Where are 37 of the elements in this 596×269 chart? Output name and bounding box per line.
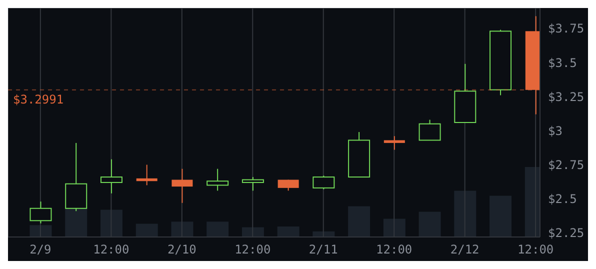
- x-tick-label: 12:00: [376, 242, 412, 257]
- y-tick-label: $3: [548, 124, 562, 138]
- candlestick: [136, 164, 158, 186]
- y-tick-label: $2.5: [548, 192, 577, 206]
- candlestick: [242, 176, 264, 192]
- bar: [490, 196, 512, 237]
- bar: [171, 222, 194, 237]
- bar: [418, 212, 441, 237]
- bar: [136, 224, 158, 237]
- y-tick-label: $3.75: [548, 22, 584, 36]
- x-tick-label: 2/10: [167, 242, 196, 257]
- candlestick: [312, 175, 335, 190]
- candlestick: [172, 168, 193, 204]
- y-tick-label: $3.25: [548, 90, 584, 104]
- bar: [30, 225, 52, 237]
- x-tick-label: 12:00: [518, 242, 554, 257]
- bar: [383, 218, 406, 237]
- ref-line-label: $3.2991: [13, 92, 64, 106]
- x-tick-label: 12:00: [234, 242, 271, 257]
- y-tick-label: $3.5: [548, 56, 577, 70]
- x-tick-label: 12:00: [93, 242, 130, 257]
- x-tick-label: 2/12: [450, 242, 480, 257]
- candlestick: [206, 168, 229, 192]
- bar: [454, 190, 476, 237]
- bar: [206, 222, 229, 237]
- candlestick: [418, 119, 441, 141]
- candlestick: [100, 158, 122, 194]
- bar: [277, 226, 300, 237]
- bar: [100, 210, 122, 237]
- candlestick: [30, 201, 52, 224]
- x-tick-label: 2/11: [308, 242, 338, 257]
- y-tick-label: $2.25: [548, 226, 584, 240]
- bar: [242, 227, 264, 237]
- candlestick: [384, 136, 405, 150]
- y-tick-label: $2.75: [548, 158, 584, 172]
- x-tick-label: 2/9: [30, 242, 52, 257]
- bar: [348, 206, 370, 237]
